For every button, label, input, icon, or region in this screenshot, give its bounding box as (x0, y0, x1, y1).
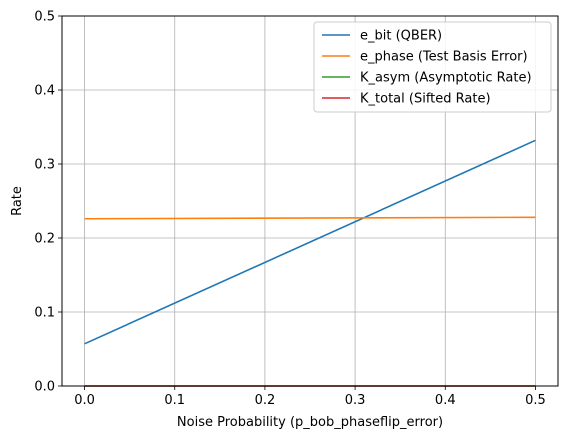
y-tick-label: 0.5 (34, 10, 55, 25)
x-tick-label: 0.3 (345, 393, 366, 408)
legend-entry-0: e_bit (QBER) (360, 29, 442, 44)
y-tick-label: 0.3 (34, 158, 55, 173)
legend-entry-1: e_phase (Test Basis Error) (360, 50, 528, 65)
x-tick-label: 0.0 (74, 393, 95, 408)
x-axis-label: Noise Probability (p_bob_phaseflip_error… (177, 415, 443, 430)
x-tick-label: 0.1 (164, 393, 185, 408)
y-tick-label: 0.4 (34, 84, 55, 99)
x-tick-label: 0.5 (525, 393, 546, 408)
series-line-1 (84, 216, 536, 220)
series-line-0 (84, 139, 536, 345)
legend: e_bit (QBER) e_phase (Test Basis Error) K_… (313, 21, 552, 113)
axis-ticks: 0.0 0.1 0.2 0.3 0.4 0.5 0.0 0.1 0.2 0.3 0.4 0.5 (34, 10, 545, 409)
y-tick-label: 0.2 (34, 232, 55, 247)
x-tick-label: 0.2 (255, 393, 276, 408)
legend-entry-3: K_total (Sifted Rate) (360, 92, 491, 107)
plot-frame (61, 15, 559, 387)
series-lines (84, 139, 536, 387)
y-tick-label: 0.1 (34, 306, 55, 321)
legend-box (313, 21, 552, 113)
y-axis-label: Rate (10, 186, 25, 216)
y-tick-label: 0.0 (34, 380, 55, 395)
legend-entry-2: K_asym (Asymptotic Rate) (360, 71, 532, 86)
x-tick-label: 0.4 (435, 393, 456, 408)
